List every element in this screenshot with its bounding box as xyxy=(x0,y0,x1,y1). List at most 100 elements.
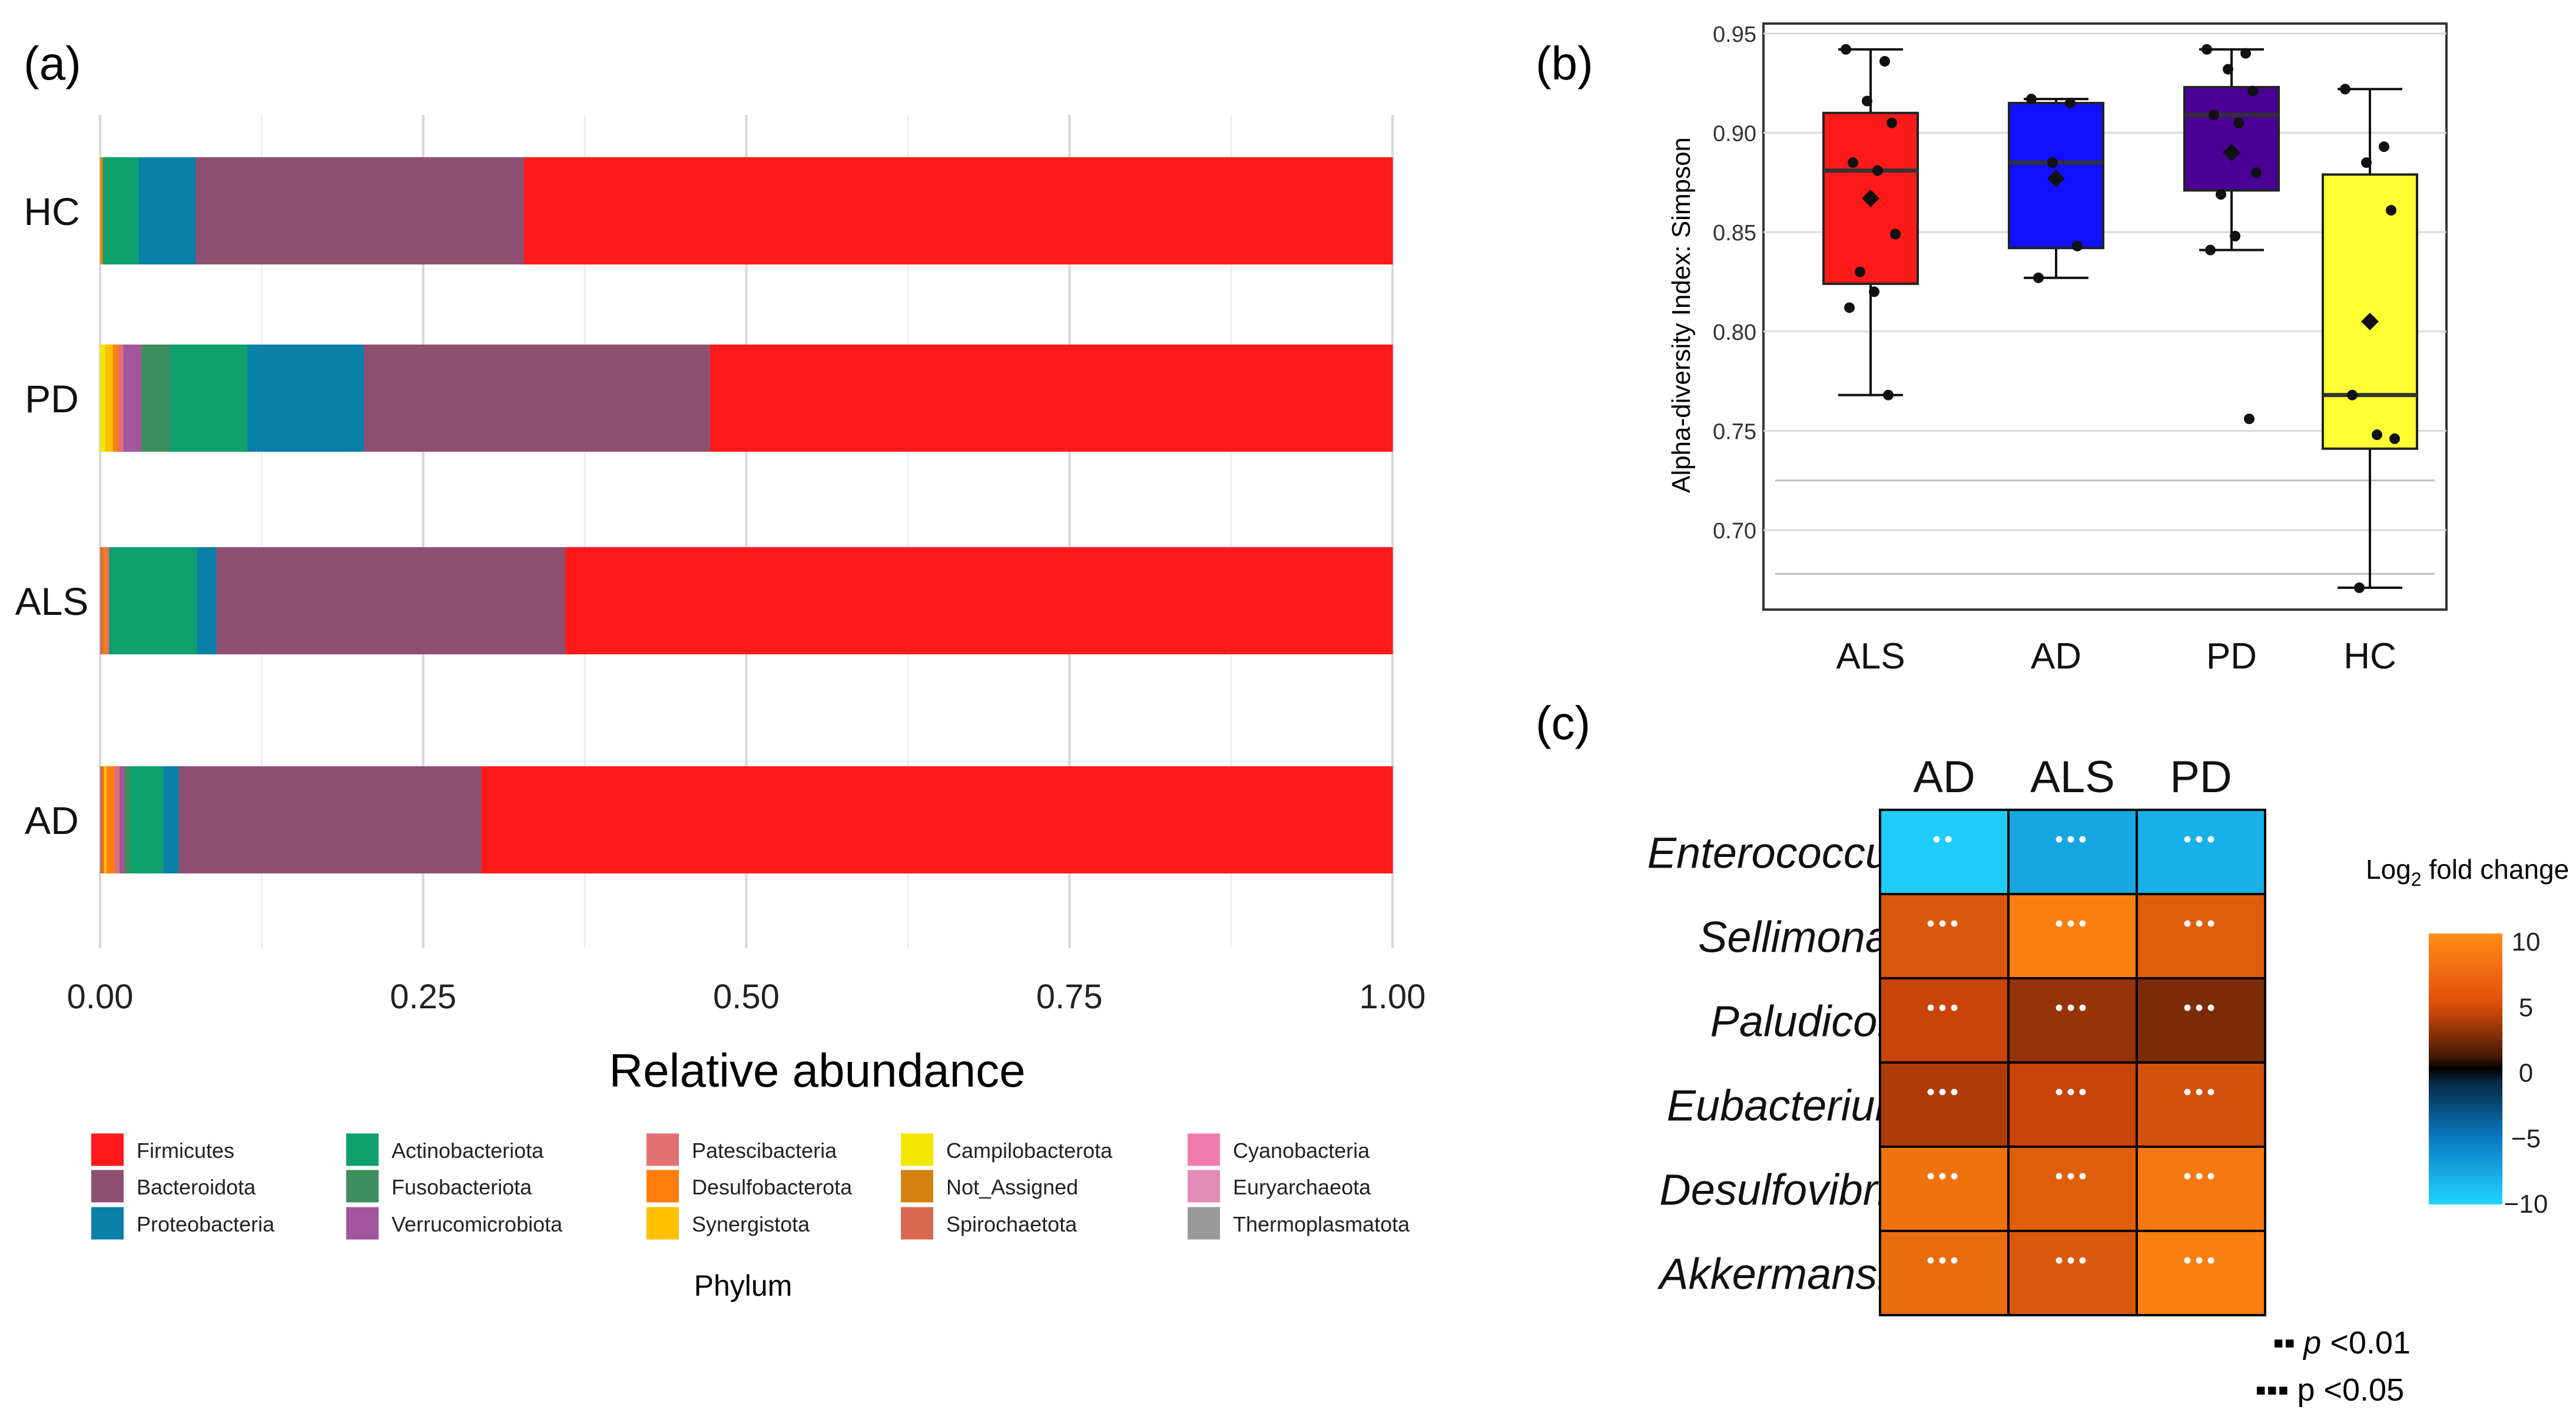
heatmap-cell-enterococcus-als: ••• xyxy=(2007,809,2138,895)
boxplot-y-tick-0-95: 0.95 xyxy=(1713,22,1756,47)
boxplot-y-axis-title: Alpha-diversity Index: Simpson xyxy=(1667,137,1696,493)
data-point-hc xyxy=(2347,389,2358,400)
legend-label-thermoplasmatota: Thermoplasmatota xyxy=(1233,1212,1410,1236)
legend-item-spirochaetota: Spirochaetota xyxy=(901,1207,1078,1240)
bar-x-tick-0-25: 0.25 xyxy=(390,978,456,1016)
heatmap-row-desulfovibrio: Desulfovibrio xyxy=(1659,1166,1911,1214)
mean-marker-hc xyxy=(2361,312,2379,330)
legend-item-cyanobacteria: Cyanobacteria xyxy=(1188,1133,1370,1166)
mean-marker-pd xyxy=(2223,144,2240,162)
data-point-pd xyxy=(2240,48,2251,59)
data-point-pd xyxy=(2216,189,2226,200)
bar-segment-als-proteobacteria xyxy=(197,547,217,654)
legend-swatch-thermoplasmatota xyxy=(1188,1207,1220,1240)
legend-label-desulfobacterota: Desulfobacterota xyxy=(692,1175,853,1199)
heatmap-cell-paludicola-pd: ••• xyxy=(2136,977,2266,1064)
bar-x-tick-0-75: 0.75 xyxy=(1036,978,1103,1016)
significance-mark-paludicola-als: ••• xyxy=(2055,995,2090,1021)
legend-item-actinobacteriota: Actinobacteriota xyxy=(346,1133,544,1166)
panel-b-label: (b) xyxy=(1536,37,1593,90)
significance-mark-akkermansia-pd: ••• xyxy=(2183,1248,2219,1274)
legend-label-synergistota: Synergistota xyxy=(692,1212,810,1236)
colorbar-tick-1: 10 xyxy=(2512,928,2541,956)
bar-segment-hc-firmicutes xyxy=(523,157,1393,264)
heatmap-cell-fill-enterococcus-pd xyxy=(2136,809,2266,895)
significance-mark-sellimonas-als: ••• xyxy=(2055,911,2090,937)
heatmap-cell-fill-sellimonas-ad xyxy=(1879,893,2010,979)
legend-swatch-not-assigned xyxy=(901,1170,933,1203)
bar-segment-pd-desulfobacterota xyxy=(112,345,119,452)
heatmap-column-ad: AD xyxy=(1913,752,1975,802)
heatmap-cell-fill-akkermansia-ad xyxy=(1879,1230,2010,1316)
boxplot-gridlines xyxy=(1763,32,2446,575)
panel-a: (a) HC PD ALS AD 0.00 0.25 0.50 0.75 1.00 Relat… xyxy=(15,37,1426,1302)
panel-b: (b) 0.70 0.75 0.80 0.85 0.90 0.95 Alpha-diver… xyxy=(1536,22,2448,677)
colorbar xyxy=(2429,934,2502,1204)
data-point-hc xyxy=(2389,433,2400,444)
data-point-als xyxy=(1887,117,1897,128)
significance-mark-desulfovibrio-pd: ••• xyxy=(2183,1164,2219,1190)
legend-swatch-verrucomicrobiota xyxy=(346,1207,379,1240)
bar-group-ad xyxy=(100,766,1393,873)
significance-threshold-1: <0.01 xyxy=(2321,1325,2411,1361)
heatmap-cell-fill-paludicola-ad xyxy=(1879,977,2010,1064)
data-point-ad xyxy=(2072,240,2083,251)
box-pd xyxy=(2183,85,2280,192)
data-point-als xyxy=(1883,389,1894,400)
bar-segment-hc-desulfobacterota xyxy=(100,157,103,264)
heatmap-cell-sellimonas-ad: ••• xyxy=(1879,893,2010,979)
heatmap-cell-enterococcus-pd: ••• xyxy=(2136,809,2266,895)
legend-swatch-fusobacteriota xyxy=(346,1170,379,1203)
data-point-als xyxy=(1844,302,1855,313)
legend-label-proteobacteria: Proteobacteria xyxy=(137,1212,275,1236)
heatmap-cells: •• ••• •••••• ••• •••••• ••• •••••• ••• •••••• ••… xyxy=(1879,809,2266,1316)
boxplot-y-tick-0-70: 0.70 xyxy=(1713,519,1756,544)
data-point-als xyxy=(1855,266,1865,277)
boxplot-hc xyxy=(2322,84,2418,593)
bar-segment-als-actinobacteriota xyxy=(109,547,198,654)
boxplot-y-tick-0-90: 0.90 xyxy=(1713,122,1756,147)
heatmap-cell-enterococcus-ad: •• xyxy=(1879,809,2010,895)
heatmap-cell-desulfovibrio-ad: ••• xyxy=(1879,1146,2010,1232)
bar-segment-ad-not-assigned xyxy=(102,766,105,873)
bar-x-axis-title: Relative abundance xyxy=(609,1044,1025,1097)
panel-c: (c) AD ALS PD Enterococcus Sellimonas Paludi… xyxy=(1536,697,2569,1408)
data-point-als xyxy=(1841,44,1851,55)
bar-segment-als-desulfobacterota xyxy=(104,547,107,654)
significance-item-2: ▪▪▪ p <0.05 xyxy=(2255,1372,2404,1408)
significance-threshold-2: <0.05 xyxy=(2315,1372,2404,1408)
legend-item-campilobacterota: Campilobacterota xyxy=(901,1133,1113,1166)
heatmap-cell-eubacterium-als: ••• xyxy=(2007,1061,2138,1148)
heatmap-column-als: ALS xyxy=(2030,752,2115,802)
heatmap-cell-fill-paludicola-pd xyxy=(2136,977,2266,1064)
data-point-pd xyxy=(2230,230,2240,241)
heatmap-cell-fill-enterococcus-als xyxy=(2007,809,2138,895)
heatmap-cell-desulfovibrio-als: ••• xyxy=(2007,1146,2138,1232)
data-point-pd xyxy=(2202,44,2212,55)
heatmap-row-sellimonas: Sellimonas xyxy=(1698,913,1911,962)
heatmap-row-labels: Enterococcus Sellimonas Paludicola Eubacter… xyxy=(1647,829,1911,1299)
data-point-pd xyxy=(2209,110,2219,121)
significance-mark-enterococcus-ad: •• xyxy=(1932,827,1956,853)
significance-p-2: p xyxy=(2297,1372,2315,1408)
bar-segment-pd-synergistota xyxy=(105,345,114,452)
legend-item-desulfobacterota: Desulfobacterota xyxy=(647,1170,853,1203)
data-point-als xyxy=(1872,165,1883,176)
data-point-pd xyxy=(2233,117,2244,128)
boxplot-category-als: ALS xyxy=(1836,636,1905,677)
bar-segment-pd-verrucomicrobiota xyxy=(123,345,142,452)
colorbar-tick-5: −10 xyxy=(2504,1190,2548,1219)
bar-segment-als-patescibacteria xyxy=(106,547,110,654)
bar-segment-pd-fusobacteriota xyxy=(141,345,171,452)
significance-mark-sellimonas-pd: ••• xyxy=(2183,911,2219,937)
boxplot-category-ad: AD xyxy=(2031,636,2081,677)
heatmap-cell-eubacterium-pd: ••• xyxy=(2136,1061,2266,1148)
data-point-pd xyxy=(2244,413,2255,425)
legend-item-firmicutes: Firmicutes xyxy=(91,1133,234,1166)
boxplot-y-tick-labels: 0.70 0.75 0.80 0.85 0.90 0.95 xyxy=(1713,22,1756,544)
bar-segment-als-bacteroidota xyxy=(216,547,566,654)
legend-swatch-cyanobacteria xyxy=(1188,1133,1220,1166)
mean-marker-als xyxy=(1862,189,1879,207)
heatmap-cell-akkermansia-ad: ••• xyxy=(1879,1230,2010,1316)
stacked-bars xyxy=(100,157,1393,873)
